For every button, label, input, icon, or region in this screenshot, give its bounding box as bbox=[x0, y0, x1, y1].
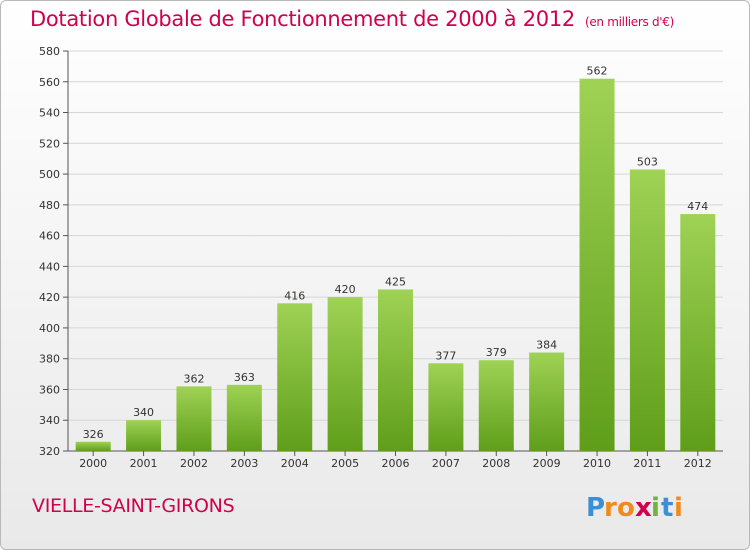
bar-2007 bbox=[428, 363, 464, 451]
value-label: 503 bbox=[637, 155, 658, 168]
y-tick-label: 420 bbox=[39, 291, 60, 304]
commune-name: VIELLE-SAINT-GIRONS bbox=[32, 495, 235, 517]
x-tick-label: 2009 bbox=[533, 457, 561, 470]
y-tick-label: 520 bbox=[39, 137, 60, 150]
value-label: 416 bbox=[284, 289, 305, 302]
value-label: 326 bbox=[83, 428, 104, 441]
bar-2010 bbox=[579, 78, 615, 451]
bar-2003 bbox=[226, 384, 262, 451]
axes: 320 340 360 380 400 420 440 460 480 500 520 540 560 5… bbox=[39, 45, 723, 470]
bar-2011 bbox=[629, 169, 665, 451]
bar-2012 bbox=[680, 214, 716, 451]
x-tick-label: 2011 bbox=[633, 457, 661, 470]
svg-text:i: i bbox=[651, 493, 660, 523]
svg-text:o: o bbox=[617, 493, 635, 523]
y-tick-label: 380 bbox=[39, 353, 60, 366]
bar-2009 bbox=[529, 352, 565, 451]
value-label: 377 bbox=[435, 349, 456, 362]
value-label: 474 bbox=[687, 200, 708, 213]
svg-text:x: x bbox=[635, 493, 652, 523]
y-tick-label: 540 bbox=[39, 107, 60, 120]
y-tick-label: 400 bbox=[39, 322, 60, 335]
y-tick-label: 580 bbox=[39, 45, 60, 58]
value-label: 340 bbox=[133, 406, 154, 419]
bar-2008 bbox=[478, 360, 514, 451]
y-tick-label: 440 bbox=[39, 260, 60, 273]
chart-title: Dotation Globale de Fonctionnement de 20… bbox=[30, 7, 674, 31]
value-label: 384 bbox=[536, 339, 557, 352]
y-tick-label: 480 bbox=[39, 199, 60, 212]
y-tick-label: 460 bbox=[39, 230, 60, 243]
value-label: 362 bbox=[183, 372, 204, 385]
x-tick-label: 2003 bbox=[230, 457, 258, 470]
y-tick-label: 340 bbox=[39, 414, 60, 427]
x-tick-label: 2005 bbox=[331, 457, 359, 470]
bar-2006 bbox=[378, 289, 413, 451]
bar-2002 bbox=[176, 386, 212, 451]
x-tick-label: 2004 bbox=[281, 457, 309, 470]
y-tick-label: 320 bbox=[39, 445, 60, 458]
x-tick-label: 2002 bbox=[180, 457, 208, 470]
value-label: 562 bbox=[587, 65, 608, 78]
value-label: 363 bbox=[234, 371, 255, 384]
x-tick-label: 2008 bbox=[482, 457, 510, 470]
bar-2000 bbox=[75, 441, 111, 451]
svg-text:r: r bbox=[604, 493, 617, 523]
chart-title-text: Dotation Globale de Fonctionnement de 20… bbox=[30, 7, 575, 31]
proxiti-logo: P r o x i t i bbox=[586, 493, 683, 523]
bar-2005 bbox=[327, 297, 363, 451]
chart-subtitle: (en milliers d'€) bbox=[584, 15, 674, 29]
bar-2001 bbox=[126, 420, 162, 451]
svg-text:t: t bbox=[661, 493, 673, 523]
x-tick-label: 2007 bbox=[432, 457, 460, 470]
svg-text:P: P bbox=[586, 493, 605, 523]
x-tick-label: 2012 bbox=[684, 457, 712, 470]
value-label: 425 bbox=[385, 275, 406, 288]
x-tick-label: 2010 bbox=[583, 457, 611, 470]
y-tick-label: 360 bbox=[39, 383, 60, 396]
bar-2004 bbox=[277, 303, 313, 451]
x-tick-label: 2006 bbox=[382, 457, 410, 470]
value-label: 379 bbox=[486, 346, 507, 359]
y-tick-label: 500 bbox=[39, 168, 60, 181]
x-tick-label: 2000 bbox=[79, 457, 107, 470]
bars bbox=[75, 78, 716, 451]
value-labels: 326 340 362 363 416 420 425 377 379 384 562 503 474 bbox=[83, 65, 709, 441]
value-label: 420 bbox=[335, 283, 356, 296]
y-tick-label: 560 bbox=[39, 76, 60, 89]
svg-text:i: i bbox=[674, 493, 683, 523]
x-tick-label: 2001 bbox=[130, 457, 158, 470]
